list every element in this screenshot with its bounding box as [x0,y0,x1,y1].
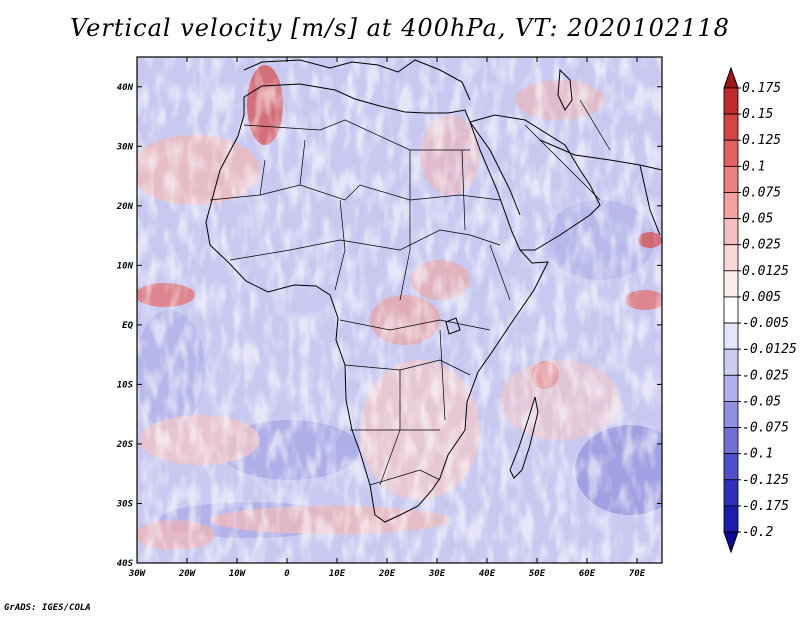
colorbar-label: -0.125 [742,473,789,488]
colorbar-bin [723,479,739,507]
colorbar-label: 0.075 [742,185,781,200]
colorbar-bin [723,348,739,376]
colorbar-bin [723,296,739,324]
colorbar-bottom-arrow [723,531,739,554]
x-tick-label: 60E [579,569,596,579]
border-line [369,469,441,486]
red-sea [469,121,521,216]
border-line [209,184,501,201]
vertical-velocity-field [137,57,662,563]
x-tick-label: 20W [178,569,197,579]
border-line [524,124,601,201]
colorbar-bin [723,113,739,141]
y-tick-label: 10N [117,261,134,271]
border-line [299,139,306,186]
persia-coastline [539,139,662,171]
border-line [334,199,346,291]
x-tick-label: 50E [529,569,546,579]
y-tick-label: 40S [117,559,134,569]
colorbar-bin [723,270,739,298]
colorbar-label: -0.2 [742,525,773,540]
colorbar-label: -0.025 [742,368,789,383]
border-line [579,99,611,151]
colorbar-bin [723,322,739,350]
colorbar-bin [723,139,739,167]
x-tick-label: 70E [629,569,646,579]
x-tick-label: 10E [329,569,346,579]
x-tick-label: 0 [284,569,290,579]
colorbar-label: -0.1 [742,447,773,462]
colorbar-label: 0.05 [742,212,773,227]
border-line [439,329,446,421]
y-tick-label: 40N [117,83,134,93]
x-tick-label: 30E [428,569,446,579]
border-line [243,119,470,151]
border-line [399,150,411,301]
border-line [489,244,511,301]
x-tick-label: 30W [128,569,147,579]
colorbar-bin [723,244,739,272]
y-tick-label: 30S [116,499,134,509]
coastlines [205,59,662,523]
field-texture [137,57,662,563]
india-coastline [639,164,661,236]
colorbar-label: 0.175 [742,81,781,96]
y-axis: 40N 30N 20N 10N EQ 10S 20S 30S 40S [116,83,662,569]
colorbar-bin [723,505,739,533]
colorbar-label: 0.125 [742,133,781,148]
y-tick-label: 20S [116,440,134,450]
colorbar-bin [723,218,739,246]
x-axis: 30W 20W 10W 0 10E 20E 30E 40E 50E 60E 70E [128,57,646,579]
x-tick-label: 10W [229,569,247,579]
y-tick-label: EQ [122,321,133,331]
lake-victoria [445,317,461,335]
border-line [229,229,501,261]
y-tick-label: 10S [117,380,134,390]
colorbar-label: -0.175 [742,499,789,514]
colorbar-label: 0.0125 [742,264,789,279]
caspian-sea [557,68,573,111]
africa-coastline [205,83,549,523]
colorbar-label: -0.005 [742,316,789,331]
map-frame [136,56,663,564]
colorbar-bin [723,87,739,115]
border-line [379,370,401,486]
colorbar-label: 0.1 [742,159,765,174]
x-tick-label: 20E [378,569,396,579]
colorbar-label: 0.005 [742,290,781,305]
colorbar-bin [723,453,739,481]
y-tick-label: 30N [116,142,134,152]
colorbar-label: -0.075 [742,421,789,436]
colorbar-label: 0.025 [742,238,781,253]
colorbar-bin [723,374,739,402]
colorbar-label: -0.0125 [742,342,797,357]
colorbar-bin [723,401,739,428]
border-line [339,319,491,331]
country-borders [209,99,611,486]
border-line [259,159,266,196]
colorbar-top-arrow [723,66,739,89]
chart-title: Vertical velocity [m/s] at 400hPa, VT: 2… [70,14,730,42]
x-tick-label: 40E [479,569,496,579]
colorbar-label: 0.15 [742,107,773,122]
arabia-coastline [469,114,601,251]
y-tick-label: 20N [116,202,134,212]
colorbar-bin [723,192,739,219]
colorbar: 0.175 0.15 0.125 0.1 0.075 0.05 0.025 0.0125 0.0… [723,66,797,554]
madagascar [509,396,539,479]
colorbar-bin [723,165,739,193]
colorbar-bin [723,427,739,455]
footer-credit: GrADS: IGES/COLA [4,603,91,613]
colorbar-label: -0.05 [742,394,781,409]
border-line [344,359,471,376]
border-line [461,149,466,231]
